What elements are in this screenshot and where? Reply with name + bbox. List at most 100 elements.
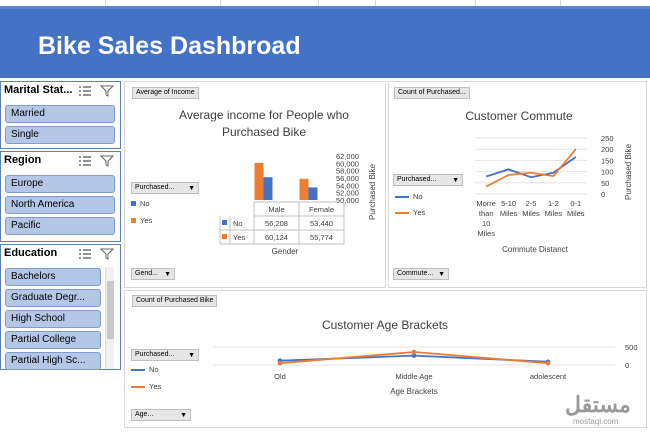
commute-field-button[interactable]: Count of Purchased...: [394, 87, 470, 99]
y-tick-label: 50: [601, 179, 609, 188]
slicer-title: Region: [4, 154, 42, 166]
dropdown-arrow-icon: ▼: [452, 177, 459, 184]
income-chart-panel[interactable]: Average of Income Average income for Peo…: [124, 81, 386, 288]
clear-filter-icon[interactable]: [100, 155, 114, 167]
dropdown-label: Purchased...: [135, 184, 175, 191]
slicer-item-europe[interactable]: Europe: [5, 175, 115, 193]
data-label: 56,208: [265, 219, 288, 228]
x-axis-title: Commute Distanct: [502, 245, 569, 254]
income-field-button[interactable]: Average of Income: [132, 87, 199, 99]
x-tick-label: adolescent: [530, 372, 567, 381]
legend-label: Yes: [149, 382, 162, 391]
commute-chart-title: Customer Commute: [465, 109, 573, 123]
slicer-title: Education: [4, 247, 58, 259]
income-legend-dropdown[interactable]: Purchased... ▼: [131, 182, 199, 194]
legend-swatch: [131, 386, 145, 389]
legend-label: Yes: [413, 208, 426, 217]
legend-item-no: No: [131, 199, 150, 208]
y-tick-label: 250: [601, 134, 614, 143]
y-tick-label: 100: [601, 168, 614, 177]
multi-select-icon[interactable]: [78, 248, 92, 260]
age-legend-dropdown[interactable]: Purchased... ▼: [131, 349, 199, 361]
dropdown-label: Purchased...: [135, 351, 175, 358]
data-label: 55,774: [310, 233, 333, 242]
legend-item-yes: Yes: [131, 382, 161, 391]
watermark-logo: مستقل: [565, 392, 631, 417]
y-tick-label: 150: [601, 156, 614, 165]
commute-chart: 250200150100500Morrethan10Miles5-10Miles…: [475, 134, 633, 254]
legend-item-no: No: [131, 365, 159, 374]
x-tick-label: 5-10: [501, 199, 516, 208]
grid-line: [220, 0, 221, 6]
income-axis-dropdown[interactable]: Gend... ▼: [131, 268, 175, 280]
clear-filter-icon[interactable]: [100, 85, 114, 97]
y-tick-label: 58,000: [336, 167, 359, 176]
slicer-item-pacific[interactable]: Pacific: [5, 217, 115, 235]
x-tick-label: 10: [482, 219, 490, 228]
dropdown-arrow-icon: ▼: [180, 412, 187, 419]
x-tick-label: Miles: [477, 229, 495, 238]
x-category-label: Female: [309, 205, 334, 214]
grid-line: [560, 0, 561, 6]
income-chart-title: Average income for People who Purchased …: [179, 108, 349, 139]
slicer-item-graduate-degree[interactable]: Graduate Degr...: [5, 289, 101, 307]
y-axis-title: Purchased Bike: [624, 143, 633, 200]
legend-item-yes: Yes: [131, 216, 152, 225]
dropdown-label: Age...: [135, 411, 154, 418]
grid-line: [318, 0, 319, 6]
dropdown-label: Gend...: [135, 270, 158, 277]
x-tick-label: Miles: [500, 209, 518, 218]
y-tick-label: 200: [601, 145, 614, 154]
table-series-label: Yes: [233, 233, 245, 242]
legend-swatch: [395, 196, 409, 199]
legend-swatch: [131, 369, 145, 372]
multi-select-icon[interactable]: [78, 155, 92, 167]
age-axis-dropdown[interactable]: Age... ▼: [131, 409, 191, 421]
data-point-yes: [545, 360, 551, 366]
clear-filter-icon[interactable]: [100, 248, 114, 260]
bar-yes-male: [254, 162, 264, 200]
legend-item-yes: Yes: [395, 208, 425, 217]
y-tick-label: 0: [625, 361, 629, 370]
age-chart-panel[interactable]: Count of Purchased Bike Customer Age Bra…: [124, 290, 647, 428]
y-tick-label: 56,000: [336, 174, 359, 183]
income-chart: 62,00060,00058,00056,00054,00052,00050,0…: [219, 152, 377, 256]
commute-legend-dropdown[interactable]: Purchased... ▼: [393, 174, 463, 186]
y-tick-label: 52,000: [336, 189, 359, 198]
slicer-education[interactable]: Education Bachelors Graduate Degr... Hig…: [0, 244, 121, 370]
slicer-item-partial-college[interactable]: Partial College: [5, 331, 101, 349]
data-label: 60,124: [265, 233, 288, 242]
grid-line: [475, 0, 476, 6]
slicer-item-north-america[interactable]: North America: [5, 196, 115, 214]
scrollbar-thumb[interactable]: [107, 281, 114, 339]
x-tick-label: Old: [274, 372, 286, 381]
y-axis-title: Purchased Bike: [368, 163, 377, 220]
slicer-item-partial-high-school[interactable]: Partial High Sc...: [5, 352, 101, 370]
dropdown-label: Purchased...: [397, 176, 437, 183]
age-field-button[interactable]: Count of Purchased Bike: [132, 295, 218, 307]
slicer-marital-status[interactable]: Marital Stat... Married Single: [0, 81, 121, 149]
x-tick-label: 2-5: [526, 199, 537, 208]
grid-line: [375, 0, 376, 6]
slicer-title: Marital Stat...: [4, 84, 73, 96]
legend-swatch: [395, 212, 409, 215]
y-tick-label: 0: [601, 190, 605, 199]
multi-select-icon[interactable]: [78, 85, 92, 97]
slicer-scrollbar[interactable]: [105, 267, 114, 369]
slicer-item-bachelors[interactable]: Bachelors: [5, 268, 101, 286]
dropdown-arrow-icon: ▼: [188, 352, 195, 359]
table-series-label: No: [233, 219, 243, 228]
age-chart-title: Customer Age Brackets: [321, 318, 449, 332]
slicer-item-married[interactable]: Married: [5, 105, 115, 123]
slicer-region[interactable]: Region Europe North America Pacific: [0, 151, 121, 242]
commute-chart-panel[interactable]: Count of Purchased... Customer Commute P…: [388, 81, 647, 288]
slicer-item-high-school[interactable]: High School: [5, 310, 101, 328]
legend-label: No: [149, 365, 159, 374]
slicer-item-single[interactable]: Single: [5, 126, 115, 144]
bar-no-female: [308, 187, 318, 200]
commute-axis-dropdown[interactable]: Commute... ▼: [393, 268, 449, 280]
data-point-yes: [411, 349, 417, 355]
age-chart: 500 0 Old Middle Age adolescent Age Brackets: [213, 343, 638, 396]
y-tick-label: 62,000: [336, 152, 359, 161]
